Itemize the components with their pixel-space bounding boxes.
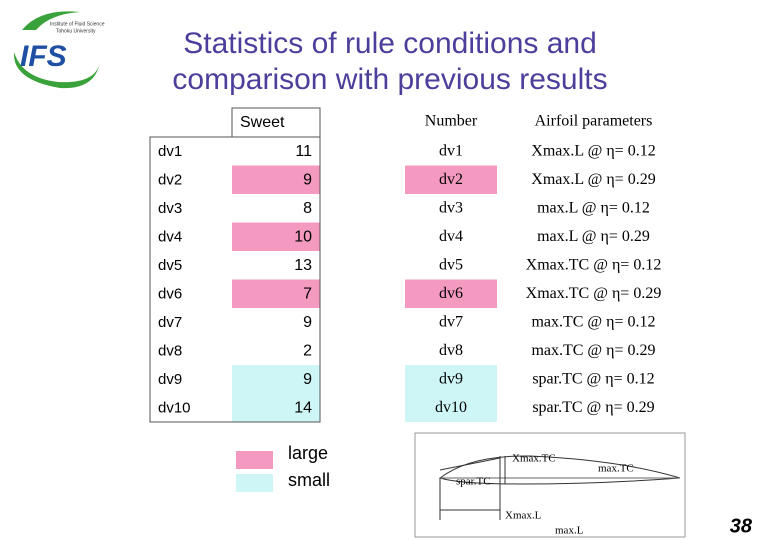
cell-value: 14	[294, 400, 312, 417]
legend-label: small	[288, 470, 330, 490]
legend-swatch	[236, 451, 273, 469]
diagram-label: max.L	[555, 525, 584, 537]
row-label: dv1	[158, 143, 182, 160]
row-label: dv5	[158, 257, 182, 274]
table-header: Airfoil parameters	[535, 113, 653, 130]
table-cell: Xmax.TC @ η= 0.12	[526, 257, 662, 274]
table-cell-bg	[405, 279, 497, 308]
table-cell-bg	[405, 365, 497, 394]
cell-value: 2	[303, 343, 312, 360]
row-label: dv6	[158, 285, 182, 302]
logo-swoosh	[13, 52, 101, 89]
table-cell: dv2	[439, 171, 463, 188]
row-label: dv9	[158, 371, 182, 388]
cell-value: 9	[303, 371, 312, 388]
cell-value: 7	[303, 286, 312, 303]
table-cell-bg	[232, 393, 320, 422]
cell-value: 11	[295, 143, 312, 160]
table-cell: dv1	[439, 143, 463, 160]
table-cell: dv4	[439, 228, 463, 245]
row-label: dv4	[158, 228, 182, 245]
xmax-tc-arrow	[439, 457, 501, 471]
cell-value: 9	[303, 172, 312, 189]
table-cell-bg	[232, 165, 320, 194]
diagram-label: Xmax.TC	[512, 453, 556, 465]
logo-caption: Tohoku University	[56, 28, 96, 34]
airfoil-diagram	[414, 432, 686, 538]
table-header: Sweet	[240, 114, 285, 131]
table-header-cell	[231, 107, 321, 138]
table-cell-bg	[232, 222, 320, 251]
row-label: dv2	[158, 171, 182, 188]
legend-swatch	[236, 474, 273, 492]
table-cell: Xmax.TC @ η= 0.29	[526, 285, 662, 302]
title-line: comparison with previous results	[172, 63, 607, 96]
diagram-label: spar.TC	[456, 476, 491, 488]
diagram-label: max.TC	[598, 463, 634, 475]
table-cell: dv7	[439, 314, 463, 331]
cell-value: 9	[303, 314, 312, 331]
cell-value: 8	[303, 200, 312, 217]
table-cell-bg	[405, 165, 497, 194]
legend-label: large	[288, 443, 328, 463]
table-cell: dv10	[435, 399, 467, 416]
row-label: dv7	[158, 314, 182, 331]
table-cell: dv9	[439, 371, 463, 388]
table-cell-bg	[232, 279, 320, 308]
table-cell: spar.TC @ η= 0.12	[532, 371, 654, 388]
logo: Institute of Fluid Science Tohoku Univer…	[13, 11, 105, 89]
diagram-label: Xmax.L	[505, 510, 542, 522]
table-cell: max.L @ η= 0.29	[537, 228, 650, 245]
cell-value: 10	[294, 229, 312, 246]
table-border	[149, 136, 321, 423]
table-header: Number	[425, 113, 478, 130]
row-label: dv8	[158, 342, 182, 359]
table-cell: spar.TC @ η= 0.29	[532, 399, 654, 416]
table-cell-bg	[405, 393, 497, 422]
diagram-frame	[414, 432, 686, 538]
cell-value: 13	[294, 257, 312, 274]
table-cell: max.TC @ η= 0.29	[531, 342, 655, 359]
table-cell: max.L @ η= 0.12	[537, 200, 650, 217]
table-cell: max.TC @ η= 0.12	[531, 314, 655, 331]
logo-text: IFS	[20, 40, 67, 73]
row-label: dv3	[158, 200, 182, 217]
table-cell: dv3	[439, 200, 463, 217]
title-line: Statistics of rule conditions and	[183, 27, 597, 60]
table-cell: Xmax.L @ η= 0.29	[531, 171, 655, 188]
table-cell: Xmax.L @ η= 0.12	[531, 143, 655, 160]
table-cell: dv8	[439, 342, 463, 359]
table-cell: dv5	[439, 257, 463, 274]
logo-caption: Institute of Fluid Science	[50, 21, 105, 27]
table-cell: dv6	[439, 285, 463, 302]
page-number: 38	[730, 515, 753, 537]
logo-swoosh	[22, 11, 80, 30]
table-cell-bg	[232, 365, 320, 394]
row-label: dv10	[158, 399, 191, 416]
